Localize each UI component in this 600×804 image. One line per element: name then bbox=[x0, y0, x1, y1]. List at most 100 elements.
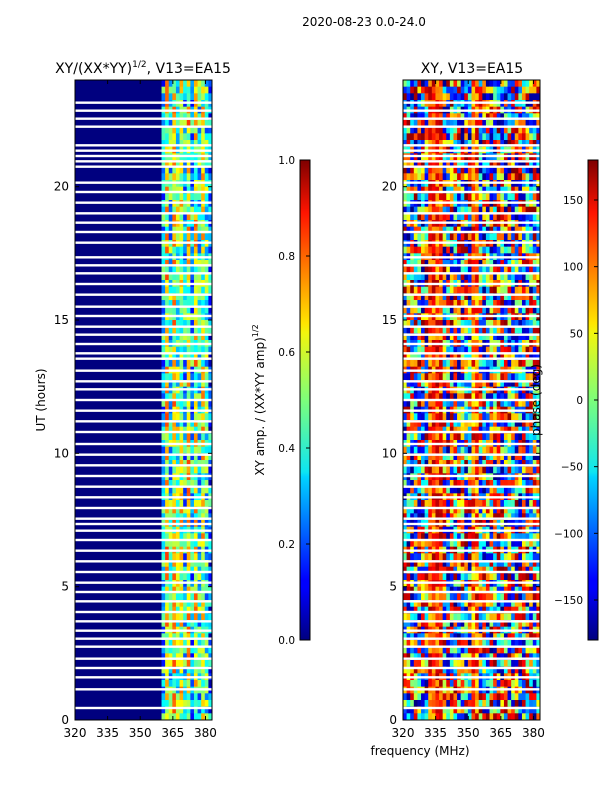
flag-gap bbox=[75, 149, 212, 151]
flag-gap bbox=[75, 380, 212, 382]
x-tick-label: 335 bbox=[424, 726, 447, 740]
flag-gap bbox=[75, 620, 212, 622]
flag-gap bbox=[75, 212, 212, 214]
flag-gap bbox=[403, 399, 540, 401]
flag-gap bbox=[403, 571, 540, 573]
flag-gap bbox=[403, 109, 540, 111]
flag-gap bbox=[403, 485, 540, 487]
flag-gap bbox=[75, 231, 212, 233]
flag-gap bbox=[75, 201, 212, 203]
flag-gap bbox=[75, 325, 212, 327]
colorbar-tick-label: −150 bbox=[554, 595, 583, 607]
figure-suptitle: 2020-08-23 0.0-24.0 bbox=[302, 15, 426, 29]
flag-gap bbox=[403, 496, 540, 498]
flag-gap bbox=[75, 369, 212, 371]
flag-gap bbox=[75, 591, 212, 593]
flag-gap bbox=[75, 676, 212, 678]
flag-gap bbox=[403, 256, 540, 258]
flag-gap bbox=[403, 464, 540, 466]
flag-gap bbox=[75, 409, 212, 411]
y-tick-label: 10 bbox=[382, 446, 397, 460]
flag-gap bbox=[403, 241, 540, 243]
phase-colorbar-label: phase (deg) bbox=[529, 364, 543, 436]
flag-gap bbox=[75, 165, 212, 167]
y-tick-label: 5 bbox=[389, 580, 397, 594]
flag-gap bbox=[75, 443, 212, 445]
amplitude-colorbar: 0.00.20.40.60.81.0 XY amp. / (XX*YY amp)… bbox=[251, 155, 310, 647]
y-tick-label: 15 bbox=[54, 313, 69, 327]
flag-gap bbox=[403, 201, 540, 203]
flag-gap bbox=[75, 507, 212, 509]
y-tick-label: 15 bbox=[382, 313, 397, 327]
flag-gap bbox=[75, 707, 212, 709]
y-tick-label: 0 bbox=[389, 713, 397, 727]
y-tick-label: 0 bbox=[61, 713, 69, 727]
colorbar-tick-label: 0.8 bbox=[278, 251, 295, 263]
flag-gap bbox=[75, 688, 212, 690]
flag-gap bbox=[75, 581, 212, 583]
flag-gap bbox=[403, 144, 540, 146]
flag-gap bbox=[75, 181, 212, 183]
flag-gap bbox=[403, 507, 540, 509]
flag-gap bbox=[403, 620, 540, 622]
flag-gap bbox=[403, 343, 540, 345]
flag-gap bbox=[403, 688, 540, 690]
flag-gap bbox=[403, 645, 540, 647]
flag-gap bbox=[403, 352, 540, 354]
flag-gap bbox=[403, 549, 540, 551]
flag-gap bbox=[403, 676, 540, 678]
flag-gap bbox=[75, 357, 212, 359]
flag-gap bbox=[75, 496, 212, 498]
x-tick-label: 320 bbox=[64, 726, 87, 740]
amplitude-colorbar-label: XY amp. / (XX*YY amp)1/2 bbox=[251, 324, 267, 475]
flag-gap bbox=[75, 144, 212, 146]
x-tick-label: 365 bbox=[161, 726, 184, 740]
flag-gap bbox=[75, 420, 212, 422]
flag-gap bbox=[403, 667, 540, 669]
flag-gap bbox=[75, 529, 212, 531]
colorbar-tick-label: 0 bbox=[576, 395, 583, 407]
flag-gap bbox=[403, 539, 540, 541]
flag-gap bbox=[403, 420, 540, 422]
flag-gap bbox=[403, 325, 540, 327]
flag-gap bbox=[403, 369, 540, 371]
flag-gap bbox=[75, 125, 212, 127]
flag-gap bbox=[403, 160, 540, 162]
flag-gap bbox=[75, 571, 212, 573]
flag-gap bbox=[403, 560, 540, 562]
flag-gap bbox=[403, 388, 540, 390]
flag-gap bbox=[75, 645, 212, 647]
flag-gap bbox=[403, 443, 540, 445]
flag-gap bbox=[75, 475, 212, 477]
flag-gap bbox=[403, 475, 540, 477]
y-tick-label: 20 bbox=[382, 180, 397, 194]
flag-gap bbox=[75, 160, 212, 162]
flag-gap bbox=[75, 352, 212, 354]
flag-gap bbox=[75, 109, 212, 111]
flag-gap bbox=[403, 155, 540, 157]
flag-gap bbox=[75, 283, 212, 285]
colorbar-tick-label: 0.6 bbox=[278, 347, 295, 359]
flag-gap bbox=[75, 549, 212, 551]
flag-gap bbox=[403, 231, 540, 233]
flag-gap bbox=[403, 517, 540, 519]
flag-gap bbox=[403, 117, 540, 119]
flag-gap bbox=[403, 264, 540, 266]
colorbar-tick-label: −50 bbox=[561, 462, 583, 474]
flag-gap bbox=[403, 611, 540, 613]
flag-gap bbox=[75, 667, 212, 669]
flag-gap bbox=[75, 305, 212, 307]
flag-gap bbox=[403, 637, 540, 639]
flag-gap bbox=[403, 101, 540, 103]
flag-gap bbox=[75, 272, 212, 274]
flag-gap bbox=[403, 357, 540, 359]
flag-gap bbox=[75, 637, 212, 639]
flag-gap bbox=[403, 707, 540, 709]
flag-gap bbox=[403, 212, 540, 214]
flag-gap bbox=[403, 409, 540, 411]
flag-gap bbox=[403, 581, 540, 583]
flag-gap bbox=[75, 101, 212, 103]
flag-gap bbox=[403, 293, 540, 295]
